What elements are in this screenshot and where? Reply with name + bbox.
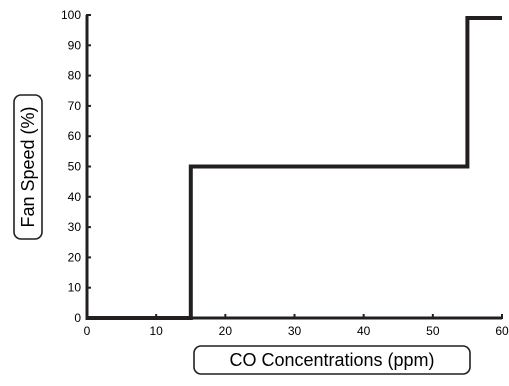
x-axis-title: CO Concentrations (ppm) (229, 350, 434, 370)
y-tick-label: 20 (68, 250, 82, 264)
series-layer (87, 16, 502, 320)
y-tick-label: 0 (74, 311, 81, 325)
y-tick-label: 60 (68, 129, 82, 143)
y-tick-label: 80 (68, 69, 82, 83)
x-tick-label: 10 (149, 324, 163, 338)
x-tick-label: 60 (495, 324, 509, 338)
y-tick-label: 100 (61, 8, 81, 22)
y-tick-label: 10 (68, 281, 82, 295)
x-axis-title-group: CO Concentrations (ppm) (193, 345, 471, 375)
y-axis-title: Fan Speed (%) (18, 106, 38, 227)
x-tick-label: 0 (84, 324, 91, 338)
fan-speed-series-line (87, 16, 502, 320)
x-axis-title-box (193, 345, 471, 375)
x-tick-label: 20 (219, 324, 233, 338)
y-tick-label: 30 (68, 220, 82, 234)
y-tick-label: 50 (68, 160, 82, 174)
y-axis: 0 10 20 30 40 50 60 70 80 90 100 (61, 8, 91, 325)
y-axis-title-group: Fan Speed (%) (13, 94, 43, 240)
x-tick-label: 40 (357, 324, 371, 338)
y-axis-title-box (13, 94, 43, 240)
x-tick-label: 30 (288, 324, 302, 338)
x-tick-label: 50 (426, 324, 440, 338)
y-tick-label: 40 (68, 190, 82, 204)
y-tick-label: 70 (68, 99, 82, 113)
y-tick-label: 90 (68, 38, 82, 52)
